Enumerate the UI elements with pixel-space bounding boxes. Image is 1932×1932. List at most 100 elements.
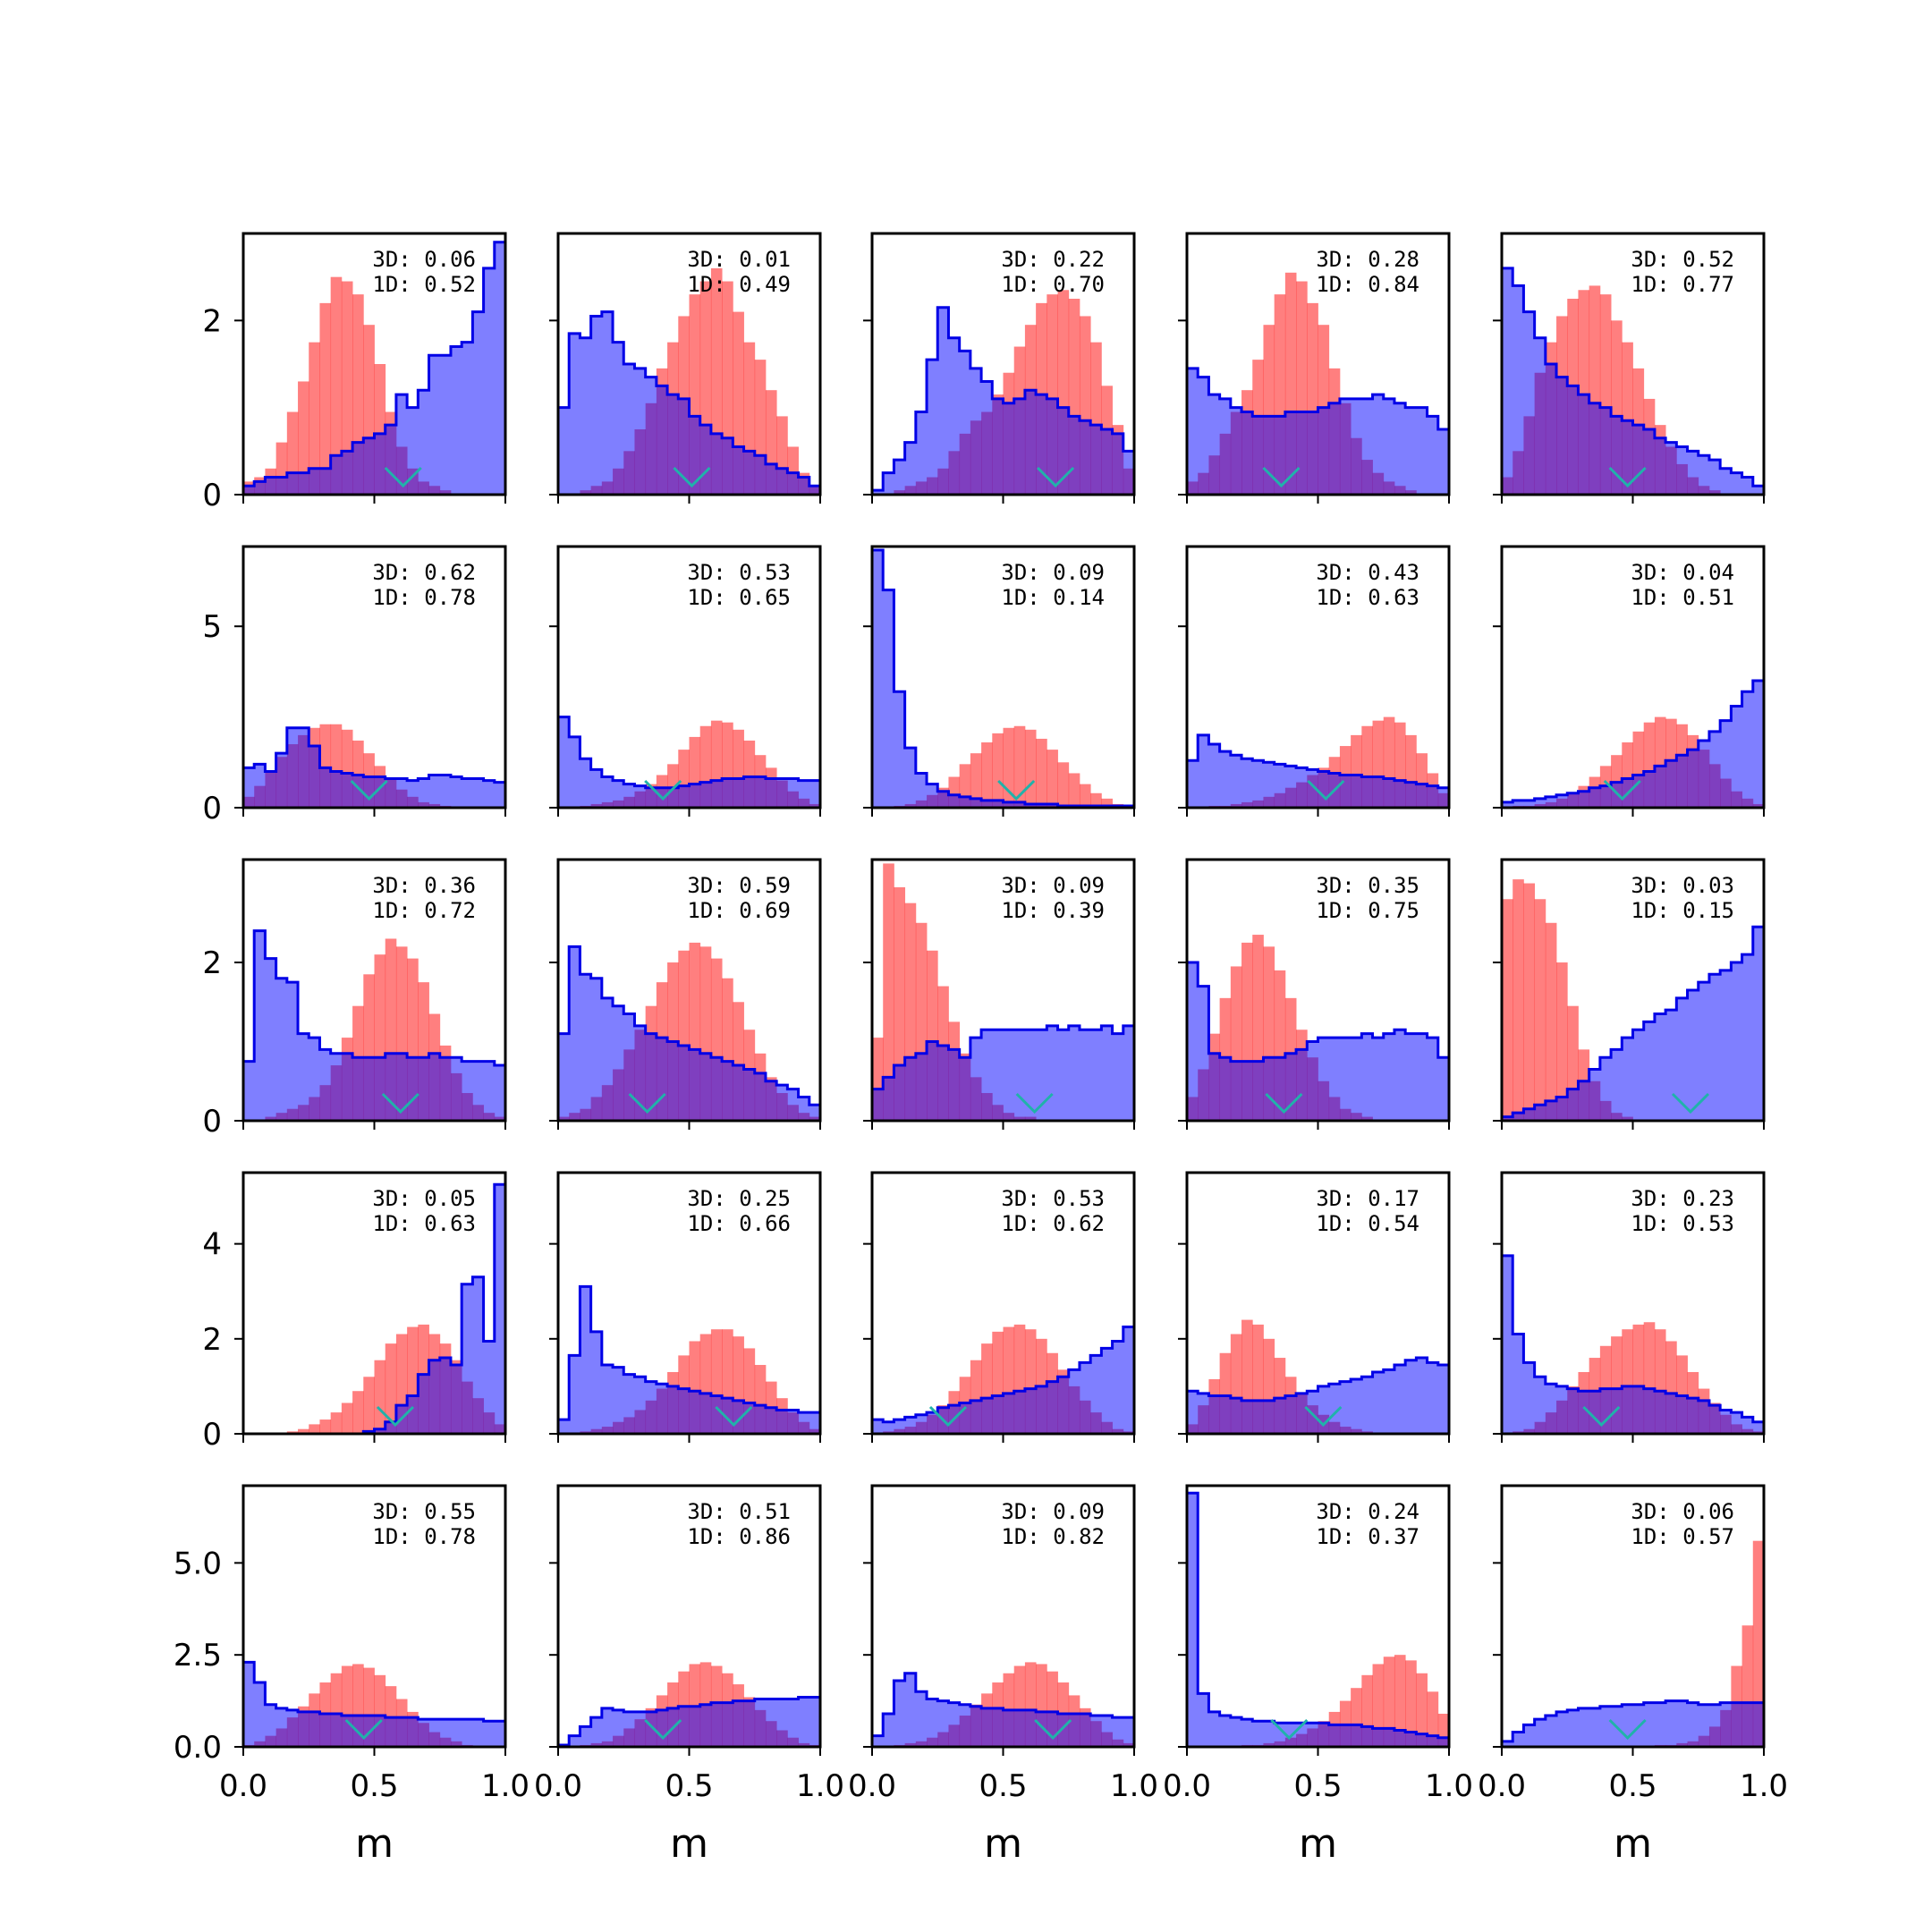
blue-step-line bbox=[243, 241, 505, 495]
y-tick-label: 0 bbox=[202, 791, 222, 826]
annotation-1d: 1D: 0.39 bbox=[1001, 898, 1105, 923]
estimate-marker bbox=[350, 779, 388, 801]
annotation-3d: 3D: 0.35 bbox=[1316, 873, 1419, 898]
plot-area bbox=[872, 1324, 1134, 1434]
estimate-marker bbox=[344, 1718, 383, 1741]
blue-step-line bbox=[1187, 733, 1449, 808]
annotation-3d: 3D: 0.25 bbox=[687, 1186, 791, 1211]
x-axis-label: m bbox=[984, 1821, 1022, 1867]
annotation-3d: 3D: 0.62 bbox=[372, 560, 476, 585]
plot-area bbox=[1502, 267, 1764, 495]
blue-step-line bbox=[558, 945, 820, 1121]
red-bar bbox=[1416, 1673, 1428, 1747]
red-bar bbox=[298, 381, 309, 495]
estimate-marker bbox=[1582, 1405, 1621, 1428]
blue-step-line bbox=[558, 1284, 820, 1434]
red-bar bbox=[341, 1402, 353, 1434]
red-bar bbox=[1502, 899, 1513, 1121]
estimate-marker bbox=[384, 466, 422, 488]
red-bar bbox=[1556, 962, 1568, 1121]
blue-step-line bbox=[243, 726, 505, 808]
x-tick-label: 0.5 bbox=[1293, 1768, 1342, 1804]
y-tick-label: 5 bbox=[202, 609, 222, 645]
estimate-marker bbox=[1037, 466, 1075, 488]
red-bar bbox=[894, 886, 906, 1121]
blue-step-fill bbox=[558, 1697, 820, 1747]
plot-area bbox=[1187, 272, 1449, 495]
annotation-3d: 3D: 0.52 bbox=[1631, 247, 1734, 272]
blue-step-line bbox=[1502, 925, 1764, 1121]
x-tick-label: 0.0 bbox=[1478, 1768, 1526, 1804]
red-bar bbox=[374, 1360, 386, 1434]
annotation-1d: 1D: 0.51 bbox=[1631, 585, 1734, 610]
annotation-1d: 1D: 0.52 bbox=[372, 272, 476, 297]
red-bar bbox=[385, 1343, 397, 1434]
annotation-3d: 3D: 0.01 bbox=[687, 247, 791, 272]
annotation-1d: 1D: 0.72 bbox=[372, 898, 476, 923]
annotation-3d: 3D: 0.59 bbox=[687, 873, 791, 898]
blue-step-line bbox=[243, 1182, 505, 1434]
annotation-1d: 1D: 0.70 bbox=[1001, 272, 1105, 297]
annotation-1d: 1D: 0.63 bbox=[1316, 585, 1419, 610]
annotation-3d: 3D: 0.23 bbox=[1631, 1186, 1734, 1211]
annotation-1d: 1D: 0.53 bbox=[1631, 1211, 1734, 1236]
annotation-3d: 3D: 0.06 bbox=[372, 247, 476, 272]
x-axis-label: m bbox=[1299, 1821, 1337, 1867]
blue-step-line bbox=[872, 1672, 1134, 1747]
plot-area bbox=[558, 1662, 820, 1747]
estimate-marker bbox=[1671, 1092, 1710, 1114]
annotation-1d: 1D: 0.82 bbox=[1001, 1524, 1105, 1549]
blue-step-fill bbox=[1187, 1358, 1449, 1434]
plot-area bbox=[558, 942, 820, 1121]
blue-step-fill bbox=[243, 727, 505, 808]
red-bar bbox=[883, 863, 894, 1121]
annotation-3d: 3D: 0.06 bbox=[1631, 1499, 1734, 1524]
x-tick-label: 0.0 bbox=[848, 1768, 896, 1804]
annotation-3d: 3D: 0.55 bbox=[372, 1499, 476, 1524]
estimate-marker bbox=[715, 1405, 753, 1428]
red-bar bbox=[1101, 798, 1113, 808]
blue-step-line bbox=[558, 716, 820, 808]
annotation-3d: 3D: 0.09 bbox=[1001, 1499, 1105, 1524]
y-tick-label: 2 bbox=[202, 1322, 222, 1358]
plot-area bbox=[1187, 1319, 1449, 1434]
annotation-1d: 1D: 0.63 bbox=[372, 1211, 476, 1236]
red-bar bbox=[1046, 750, 1058, 808]
y-tick-label: 0 bbox=[202, 478, 222, 513]
estimate-marker bbox=[1608, 1718, 1647, 1741]
estimate-marker bbox=[644, 1718, 682, 1741]
blue-step-line bbox=[243, 929, 505, 1121]
plot-area bbox=[872, 290, 1134, 495]
x-tick-label: 0.5 bbox=[979, 1768, 1027, 1804]
estimate-marker bbox=[997, 779, 1036, 801]
blue-step-line bbox=[1187, 1491, 1449, 1747]
plot-area bbox=[1502, 1254, 1764, 1434]
x-axis-label: m bbox=[355, 1821, 394, 1867]
annotation-3d: 3D: 0.28 bbox=[1316, 247, 1419, 272]
estimate-marker bbox=[381, 1092, 419, 1114]
red-bar bbox=[970, 753, 982, 808]
blue-step-fill bbox=[1187, 1493, 1449, 1747]
estimate-marker bbox=[1603, 779, 1641, 801]
x-tick-label: 1.0 bbox=[1110, 1768, 1158, 1804]
blue-step-fill bbox=[872, 550, 1134, 808]
estimate-marker bbox=[1270, 1718, 1309, 1741]
red-bar bbox=[330, 1412, 343, 1434]
blue-step-line bbox=[1187, 1356, 1449, 1434]
red-bar bbox=[298, 1428, 309, 1434]
annotation-1d: 1D: 0.14 bbox=[1001, 585, 1105, 610]
